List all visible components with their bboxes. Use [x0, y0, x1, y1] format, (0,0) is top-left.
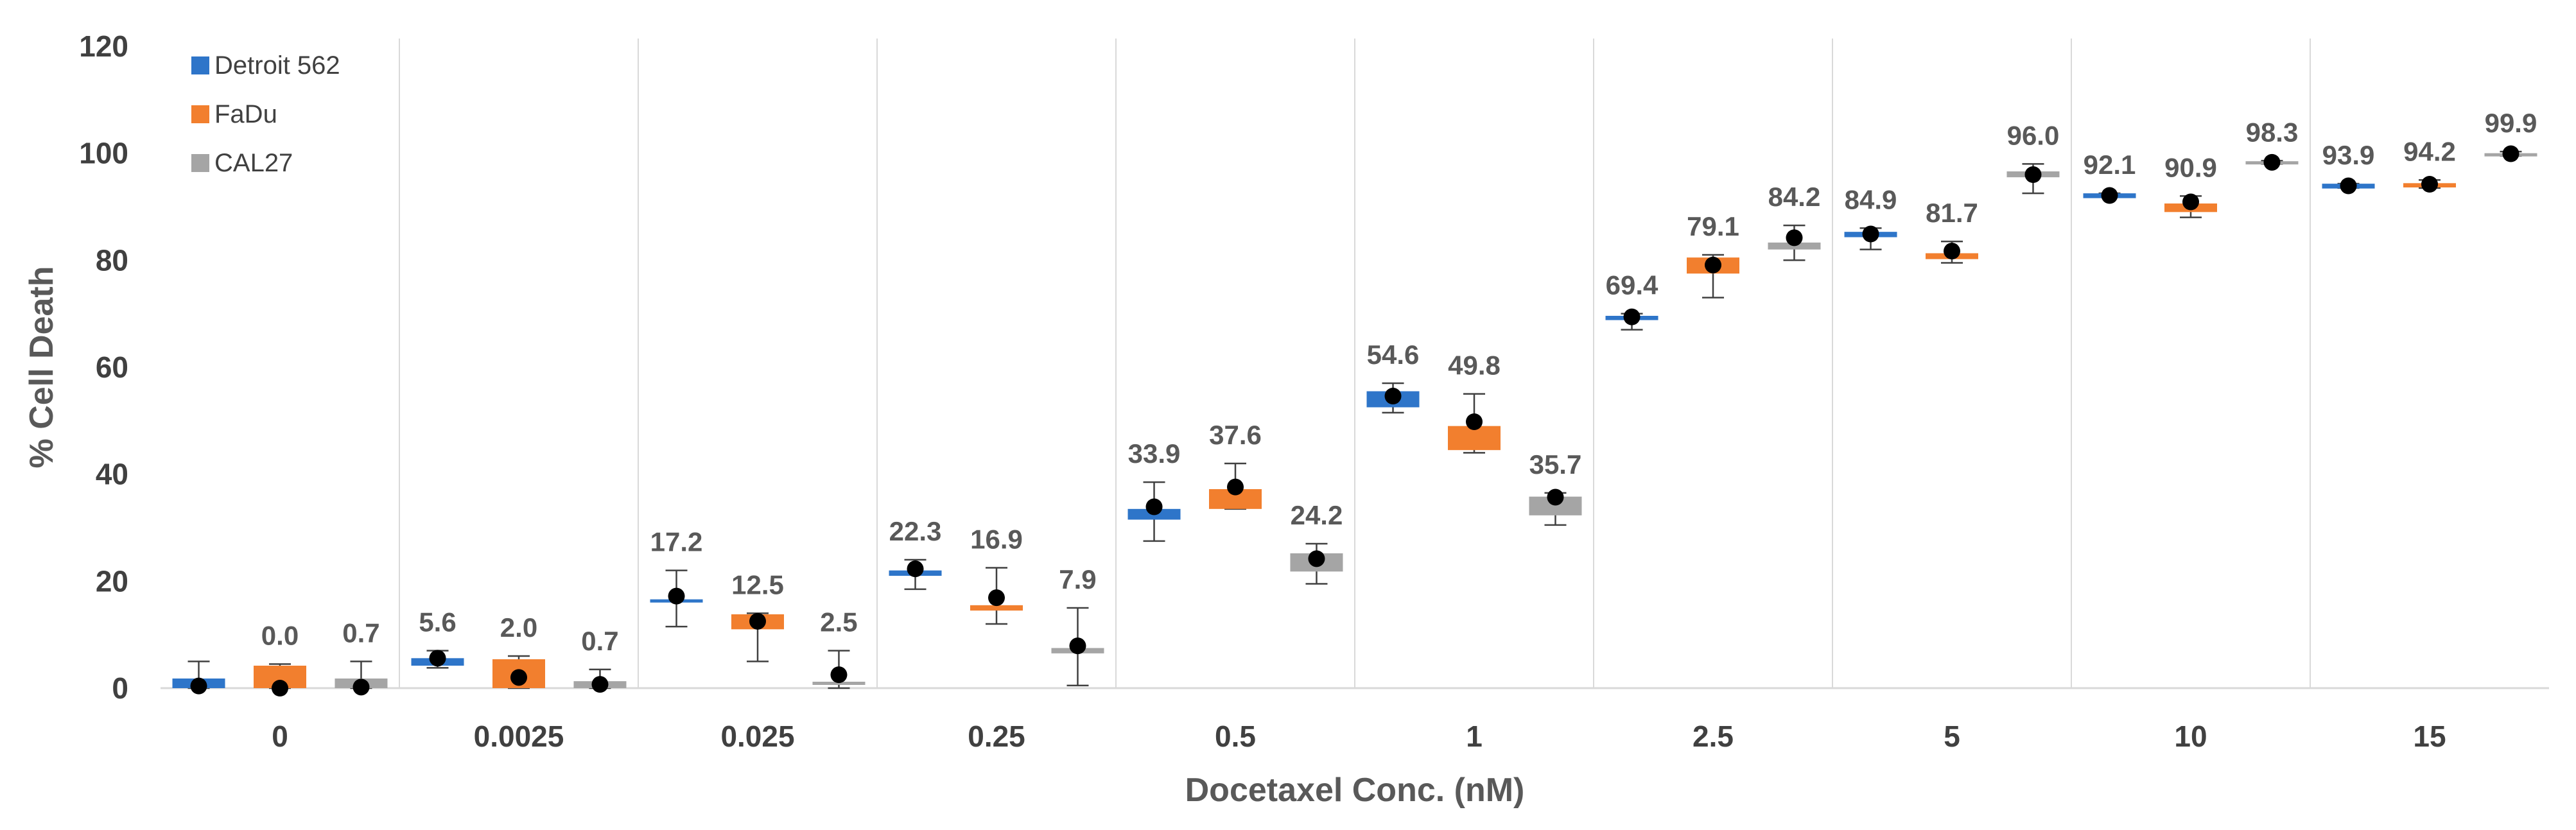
mean-point — [2101, 187, 2118, 204]
plot-marks: 5.6 17.2 22.3 33.9 54.6 69.4 84.9 92.1 93.9 0.0 2.… — [172, 108, 2537, 696]
data-label: 2.0 — [500, 612, 537, 643]
mean-point — [1308, 550, 1325, 567]
x-tick-label: 15 — [2413, 720, 2446, 753]
mean-point — [830, 666, 848, 684]
data-label: 0.7 — [342, 618, 379, 648]
data-label: 81.7 — [1926, 198, 1978, 228]
x-axis-title: Docetaxel Conc. (nM) — [1185, 772, 1525, 809]
mean-point — [1944, 243, 1960, 260]
mean-point — [190, 677, 207, 695]
data-label: 2.5 — [820, 607, 857, 637]
mean-point — [1227, 478, 1244, 496]
y-tick-label: 20 — [96, 564, 128, 598]
mean-point — [1862, 225, 1879, 243]
y-tick-label: 100 — [79, 137, 128, 170]
mean-point — [2340, 177, 2357, 195]
mean-point — [272, 680, 288, 696]
legend-swatch — [191, 56, 209, 74]
box-cal27 — [812, 682, 866, 685]
data-label: 37.6 — [1209, 420, 1262, 450]
data-label: 94.2 — [2403, 136, 2456, 166]
data-label: 12.5 — [731, 569, 784, 600]
data-label: 7.9 — [1059, 564, 1096, 594]
data-label: 17.2 — [650, 527, 703, 557]
data-label: 92.1 — [2084, 150, 2136, 180]
mean-point — [352, 679, 370, 696]
x-tick-label: 0.025 — [720, 720, 794, 753]
mean-point — [591, 676, 609, 693]
mean-point — [2263, 153, 2281, 171]
data-label: 98.3 — [2246, 117, 2299, 147]
x-tick-label: 10 — [2174, 720, 2207, 753]
x-tick-label: 0 — [272, 720, 288, 753]
y-tick-label: 80 — [96, 243, 128, 277]
mean-point — [1705, 256, 1721, 273]
mean-point — [2421, 176, 2438, 193]
x-tick-label: 0.0025 — [474, 720, 564, 753]
y-tick-label: 40 — [96, 458, 128, 491]
mean-point — [1069, 637, 1086, 655]
data-label: 69.4 — [1606, 270, 1658, 300]
data-label: 49.8 — [1448, 350, 1501, 381]
data-label: 54.6 — [1367, 340, 1420, 370]
mean-point — [668, 587, 685, 605]
data-label: 90.9 — [2164, 152, 2217, 182]
mean-point — [907, 560, 924, 578]
mean-point — [2024, 166, 2042, 183]
mean-point — [510, 669, 527, 686]
legend-label: Detroit 562 — [214, 51, 340, 80]
mean-point — [749, 612, 766, 630]
data-label: 35.7 — [1529, 449, 1582, 480]
data-label: 24.2 — [1291, 500, 1343, 530]
x-tick-label: 0.25 — [968, 720, 1025, 753]
data-label: 84.9 — [1845, 184, 1897, 214]
mean-point — [1623, 308, 1640, 325]
category-separators — [399, 39, 2311, 688]
x-tick-label: 1 — [1466, 720, 1483, 753]
data-label: 84.2 — [1768, 182, 1821, 212]
x-tick-label: 2.5 — [1693, 720, 1734, 753]
mean-point — [1145, 498, 1163, 515]
data-label: 0.7 — [581, 626, 618, 656]
legend-label: FaDu — [214, 100, 277, 128]
mean-point — [1384, 388, 1402, 404]
data-label: 96.0 — [2007, 120, 2060, 150]
x-tick-label: 0.5 — [1215, 720, 1256, 753]
data-label: 16.9 — [970, 524, 1023, 555]
y-tick-label: 0 — [112, 671, 128, 705]
x-tick-label: 5 — [1944, 720, 1960, 753]
data-label: 33.9 — [1128, 438, 1181, 469]
legend: Detroit 562 FaDu CAL27 — [191, 51, 340, 177]
data-label: 0.0 — [261, 621, 299, 651]
y-tick-label: 60 — [96, 350, 128, 384]
data-label: 93.9 — [2322, 140, 2375, 170]
legend-swatch — [191, 105, 209, 123]
mean-point — [2182, 193, 2199, 211]
mean-point — [1547, 488, 1564, 506]
legend-swatch — [191, 154, 209, 172]
mean-point — [1786, 229, 1803, 246]
data-label: 22.3 — [889, 516, 942, 546]
box-fadu — [970, 605, 1023, 611]
data-label: 79.1 — [1687, 211, 1739, 241]
mean-point — [988, 589, 1005, 607]
mean-point — [1466, 413, 1483, 430]
legend-label: CAL27 — [214, 149, 293, 177]
data-label: 5.6 — [419, 607, 456, 637]
y-axis-title: % Cell Death — [23, 266, 60, 469]
mean-point — [2502, 145, 2519, 162]
mean-point — [429, 650, 446, 667]
data-label: 99.9 — [2485, 108, 2537, 138]
y-tick-label: 120 — [79, 30, 128, 63]
